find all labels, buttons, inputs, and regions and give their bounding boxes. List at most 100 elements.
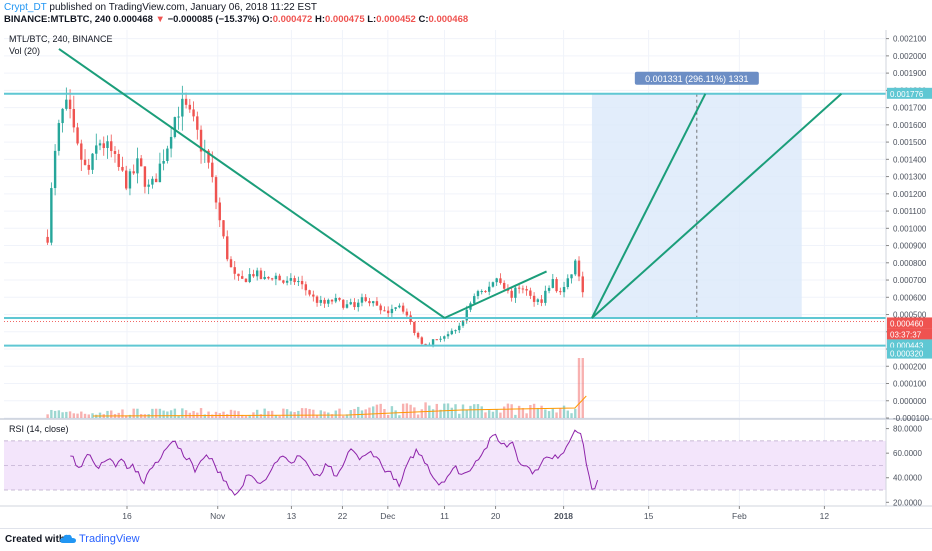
candle-body (476, 291, 480, 297)
price-tick-label: 0.001300 (893, 173, 927, 182)
candle-body (559, 291, 562, 293)
volume-bar (409, 404, 412, 418)
volume-bar (514, 414, 517, 418)
candle-body (57, 123, 61, 151)
candle-body (80, 143, 83, 160)
rsi-line (70, 429, 599, 496)
candle-body (106, 141, 109, 149)
volume-bar (106, 410, 109, 418)
volume-bar (401, 403, 405, 418)
volume-bar (386, 414, 390, 418)
volume-bar (304, 408, 308, 418)
rsi-title: RSI (14, close) (9, 424, 69, 434)
price-label: 03:37:37 (890, 330, 922, 339)
volume-bar (439, 409, 442, 418)
volume-bar (151, 408, 154, 418)
volume-bar (357, 406, 360, 418)
candle-body (398, 305, 401, 308)
candle-body (577, 260, 581, 277)
time-tick-label: 13 (287, 511, 297, 521)
candle-body (207, 150, 210, 163)
volume-bar (342, 415, 345, 418)
chart-area[interactable]: 0.001331 (296.11%) 1331 MTL/BTC, 240, BIN… (0, 26, 932, 528)
candle-body (87, 164, 90, 170)
volume-bar (566, 410, 569, 418)
time-tick-label: 20 (491, 511, 501, 521)
candle-body (357, 302, 360, 308)
candle-body (473, 296, 476, 304)
price-tick-label: -0.000100 (893, 414, 930, 423)
candle-body (113, 151, 117, 154)
candle-body (405, 311, 409, 316)
candle-body (214, 177, 218, 203)
candle-body (581, 276, 584, 293)
open-value: 0.000472 (272, 14, 313, 25)
volume-bar (289, 411, 293, 418)
price-tick-label: 0.000100 (893, 380, 927, 389)
candle-body (323, 299, 326, 304)
volume-bar (87, 414, 90, 418)
candle-body (72, 109, 76, 128)
candle-body (570, 274, 573, 279)
time-tick-label: 16 (122, 511, 132, 521)
change-arrow: ▼ (155, 14, 165, 25)
volume-bar (241, 414, 244, 418)
footer: Created with TradingView (0, 528, 932, 551)
volume-bar (312, 409, 315, 418)
candle-body (289, 278, 293, 281)
price-label-bg (887, 317, 932, 329)
volume-bar (476, 404, 480, 418)
price-label-bg (887, 87, 932, 99)
volume-bar (394, 410, 397, 418)
volume-bar (222, 411, 225, 418)
price-label-bg (887, 328, 932, 340)
volume-bar (308, 408, 311, 418)
tradingview-brand[interactable]: TradingView (79, 533, 140, 545)
price-tick-label: 0.001100 (893, 207, 926, 216)
volume-bar (50, 409, 53, 418)
candle-body (413, 321, 416, 333)
time-tick-label: 15 (644, 511, 654, 521)
volume-bar (173, 408, 177, 418)
volume-bar (192, 411, 195, 418)
price-label: 0.000460 (890, 319, 924, 328)
candle-body (327, 299, 330, 304)
volume-bar (525, 413, 528, 418)
candle-body (233, 267, 236, 274)
candle-body (222, 220, 225, 237)
volume-bar (211, 414, 214, 418)
volume-bar (76, 413, 79, 418)
volume-bar (517, 405, 521, 418)
price-tick-label: 0.001900 (893, 69, 927, 78)
volume-bar (574, 408, 577, 418)
trendline-0 (58, 48, 446, 319)
volume-bar (499, 412, 502, 418)
volume-bar (237, 411, 240, 418)
volume-bar (278, 415, 281, 418)
volume-bar (484, 412, 487, 418)
volume-bar (461, 404, 465, 418)
price-tick-label: 0.001200 (893, 190, 927, 199)
volume-bar (233, 410, 236, 418)
candle-body (532, 295, 536, 302)
price-tick-label: 0.001500 (893, 138, 927, 147)
volume-bar (334, 410, 337, 418)
volume-bar (184, 410, 188, 418)
volume-bar (244, 415, 248, 418)
volume-bar (199, 408, 203, 418)
price-tick-label: 0.001400 (893, 155, 927, 164)
volume-bar (506, 403, 510, 418)
volume-bar (458, 413, 461, 418)
candle-body (184, 98, 188, 105)
author-link[interactable]: Crypt_DT (4, 2, 47, 13)
candle-body (353, 302, 356, 308)
candle-body (263, 276, 266, 279)
volume-bar (61, 412, 64, 418)
volume-bar (375, 404, 379, 418)
candle-body (196, 116, 199, 130)
volume-bar (315, 415, 319, 418)
change-value: −0.000085 (−15.37%) (167, 14, 260, 25)
volume-bar (431, 409, 435, 418)
volume-bar (559, 408, 562, 418)
candle-body (181, 98, 184, 117)
